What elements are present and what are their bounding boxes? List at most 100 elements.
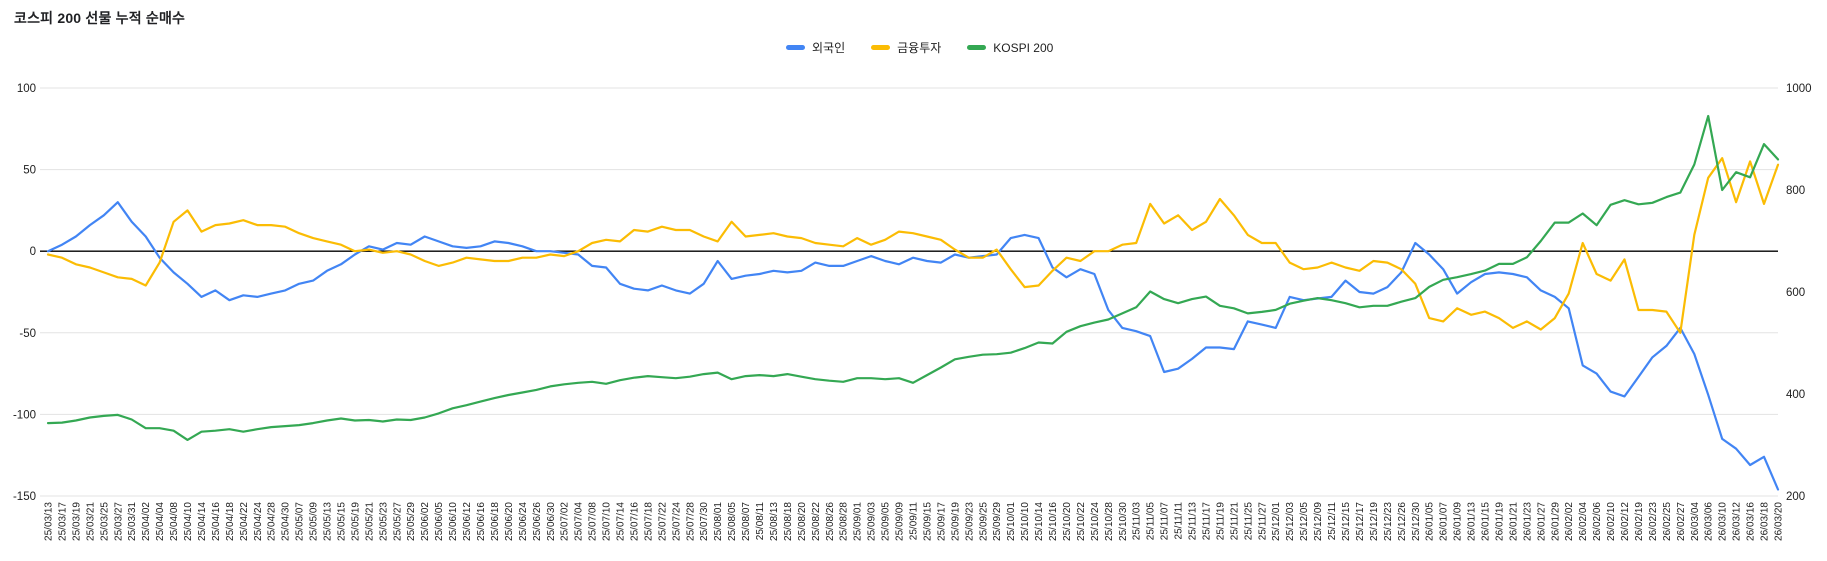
x-axis-label: 26/03/12 <box>1732 502 1743 541</box>
x-axis-label: 26/03/20 <box>1774 502 1785 541</box>
x-axis-label: 25/07/30 <box>699 502 710 541</box>
x-axis-label: 25/06/26 <box>532 502 543 541</box>
x-axis-label: 26/01/15 <box>1481 502 1492 541</box>
x-axis-label: 25/05/27 <box>392 502 403 541</box>
x-axis-label: 26/01/07 <box>1439 502 1450 541</box>
series-line-kospi-200[interactable] <box>46 114 1780 441</box>
x-axis-label: 26/02/06 <box>1592 502 1603 541</box>
y-axis-right-label: 200 <box>1786 491 1805 503</box>
x-axis-label: 25/05/13 <box>323 502 334 541</box>
x-axis-label: 25/08/20 <box>797 502 808 541</box>
x-axis-label: 25/12/03 <box>1285 502 1296 541</box>
y-axis-left-label: 50 <box>23 165 36 177</box>
legend-label-kospi-200: KOSPI 200 <box>993 40 1054 55</box>
x-axis-label: 25/05/29 <box>406 502 417 541</box>
x-axis-label: 25/11/11 <box>1174 502 1185 540</box>
x-axis-label: 25/12/30 <box>1411 502 1422 541</box>
y-axis-right-label: 1000 <box>1786 83 1812 95</box>
x-axis-label: 25/03/25 <box>99 502 110 541</box>
x-axis-label: 25/10/01 <box>1006 502 1017 541</box>
x-axis-label: 26/03/18 <box>1760 502 1771 541</box>
x-axis-label: 25/11/07 <box>1160 502 1171 541</box>
x-axis-label: 25/10/28 <box>1104 502 1115 541</box>
x-axis-label: 25/10/16 <box>1048 502 1059 541</box>
legend-item-financial-investment[interactable]: 금융투자 <box>871 39 941 56</box>
x-axis-label: 25/09/03 <box>867 502 878 541</box>
x-axis-label: 26/02/23 <box>1648 502 1659 541</box>
legend-swatch-foreign <box>786 45 805 50</box>
x-axis-label: 26/01/19 <box>1494 502 1505 541</box>
legend-label-foreign: 외국인 <box>812 41 846 55</box>
x-axis-label: 25/06/18 <box>490 502 501 541</box>
x-axis-label: 25/12/01 <box>1271 502 1282 541</box>
x-axis-label: 25/11/17 <box>1201 502 1212 541</box>
x-axis-label: 25/09/09 <box>895 502 906 541</box>
x-axis-label: 25/08/01 <box>713 502 724 541</box>
x-axis-label: 25/03/17 <box>57 502 68 541</box>
x-axis-label: 25/05/15 <box>336 502 347 541</box>
x-axis-label: 25/04/02 <box>141 502 152 541</box>
x-axis-label: 25/07/16 <box>629 502 640 541</box>
y-axis-left-label: -100 <box>13 409 36 421</box>
x-axis-label: 25/07/14 <box>616 502 627 541</box>
x-axis-label: 25/11/13 <box>1188 502 1199 541</box>
x-axis-label: 25/12/17 <box>1355 502 1366 541</box>
x-axis-label: 25/11/19 <box>1215 502 1226 541</box>
legend-swatch-financial-investment <box>871 45 891 50</box>
x-axis-label: 25/04/14 <box>197 502 208 541</box>
x-axis-label: 25/06/16 <box>476 502 487 541</box>
x-axis-label: 26/01/05 <box>1425 502 1436 541</box>
x-axis-label: 25/07/04 <box>574 502 585 541</box>
legend-swatch-kospi-200 <box>967 45 987 50</box>
x-axis-label: 26/01/09 <box>1453 502 1464 541</box>
x-axis-label: 26/01/23 <box>1522 502 1533 541</box>
x-axis-label: 25/11/05 <box>1146 502 1157 541</box>
x-axis-label: 25/10/20 <box>1062 502 1073 541</box>
x-axis-label: 25/11/25 <box>1243 502 1254 541</box>
x-axis-label: 25/04/08 <box>169 502 180 541</box>
x-axis-label: 25/07/24 <box>671 502 682 541</box>
x-axis-label: 25/04/24 <box>253 502 264 541</box>
x-axis-label: 26/02/10 <box>1606 502 1617 541</box>
series-line-financial-investment[interactable] <box>46 157 1780 334</box>
series-line-foreign[interactable] <box>46 201 1780 491</box>
legend-item-kospi-200[interactable]: KOSPI 200 <box>967 41 1053 55</box>
x-axis-label: 25/11/21 <box>1229 502 1240 541</box>
x-axis-label: 25/06/05 <box>434 502 445 541</box>
x-axis-label: 25/04/16 <box>211 502 222 541</box>
y-axis-right-label: 400 <box>1786 389 1805 401</box>
x-axis-label: 26/03/04 <box>1690 502 1701 541</box>
x-axis-label: 25/10/30 <box>1118 502 1129 541</box>
x-axis-label: 25/08/11 <box>755 502 766 541</box>
x-axis-label: 26/02/19 <box>1634 502 1645 541</box>
x-axis-label: 25/08/26 <box>825 502 836 541</box>
x-axis-label: 25/07/18 <box>643 502 654 541</box>
x-axis-label: 25/09/25 <box>978 502 989 541</box>
x-axis-label: 26/02/25 <box>1662 502 1673 541</box>
x-axis-label: 25/09/29 <box>992 502 1003 541</box>
x-axis-label: 25/08/28 <box>839 502 850 541</box>
legend-item-foreign[interactable]: 외국인 <box>786 39 845 56</box>
x-axis-label: 25/09/05 <box>881 502 892 541</box>
x-axis-label: 25/04/28 <box>267 502 278 541</box>
x-axis-label: 26/02/27 <box>1676 502 1687 541</box>
x-axis-label: 25/09/15 <box>922 502 933 541</box>
x-axis-label: 25/08/07 <box>741 502 752 541</box>
x-axis-label: 25/09/01 <box>853 502 864 541</box>
x-axis-label: 25/10/14 <box>1034 502 1045 541</box>
x-axis-label: 25/05/23 <box>378 502 389 541</box>
x-axis-label: 25/08/05 <box>727 502 738 541</box>
x-axis-label: 25/03/13 <box>44 502 55 541</box>
x-axis-label: 26/02/04 <box>1578 502 1589 541</box>
x-axis-label: 26/03/16 <box>1746 502 1757 541</box>
y-axis-right-label: 800 <box>1786 185 1805 197</box>
x-axis-label: 25/12/09 <box>1313 502 1324 541</box>
x-axis-label: 25/06/24 <box>518 502 529 541</box>
x-axis-label: 25/12/15 <box>1341 502 1352 541</box>
x-axis-label: 25/03/21 <box>85 502 96 541</box>
x-axis-label: 26/01/27 <box>1536 502 1547 541</box>
legend: 외국인 금융투자 KOSPI 200 <box>786 39 1053 56</box>
x-axis-label: 25/10/24 <box>1090 502 1101 541</box>
x-axis-label: 25/07/02 <box>560 502 571 541</box>
